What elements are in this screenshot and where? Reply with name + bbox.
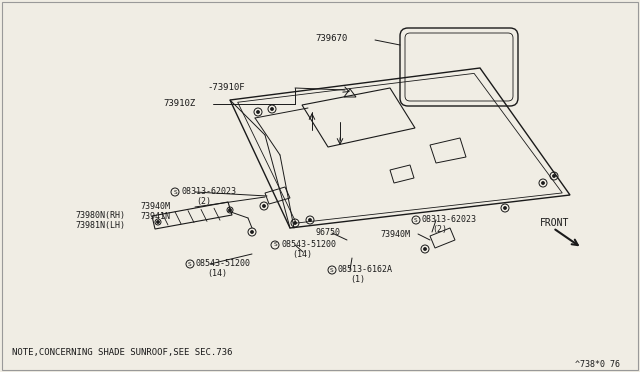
Text: 73940M: 73940M (380, 230, 410, 239)
Circle shape (553, 175, 556, 177)
Text: 73940M: 73940M (140, 202, 170, 211)
Circle shape (229, 209, 231, 211)
Text: 73980N(RH): 73980N(RH) (75, 211, 125, 220)
Text: 08543-51200: 08543-51200 (196, 259, 251, 268)
Text: (2): (2) (432, 225, 447, 234)
Circle shape (157, 221, 159, 223)
Circle shape (263, 205, 265, 207)
Text: (14): (14) (292, 250, 312, 259)
Text: ^738*0 76: ^738*0 76 (575, 360, 620, 369)
Text: S: S (414, 218, 418, 222)
Circle shape (309, 219, 311, 221)
Text: 73941N: 73941N (140, 212, 170, 221)
Text: NOTE,CONCERNING SHADE SUNROOF,SEE SEC.736: NOTE,CONCERNING SHADE SUNROOF,SEE SEC.73… (12, 348, 232, 357)
Text: 96750: 96750 (315, 228, 340, 237)
Text: (2): (2) (196, 197, 211, 206)
Text: (1): (1) (350, 275, 365, 284)
Circle shape (504, 207, 506, 209)
Circle shape (257, 111, 259, 113)
Text: -73910F: -73910F (207, 83, 244, 92)
Text: 73981N(LH): 73981N(LH) (75, 221, 125, 230)
Text: S: S (188, 262, 192, 266)
Circle shape (542, 182, 544, 184)
Circle shape (294, 222, 296, 224)
Text: 08543-51200: 08543-51200 (281, 240, 336, 249)
Text: 08313-62023: 08313-62023 (422, 215, 477, 224)
Circle shape (271, 108, 273, 110)
Text: S: S (173, 189, 177, 195)
Text: 08513-6162A: 08513-6162A (338, 265, 393, 274)
Text: 08313-62023: 08313-62023 (181, 187, 236, 196)
Text: 73910Z: 73910Z (163, 99, 195, 108)
Text: (14): (14) (207, 269, 227, 278)
Circle shape (251, 231, 253, 233)
Text: S: S (273, 243, 277, 247)
Text: FRONT: FRONT (540, 218, 570, 228)
Text: 739670: 739670 (315, 34, 348, 43)
Circle shape (424, 248, 426, 250)
Text: S: S (330, 267, 334, 273)
